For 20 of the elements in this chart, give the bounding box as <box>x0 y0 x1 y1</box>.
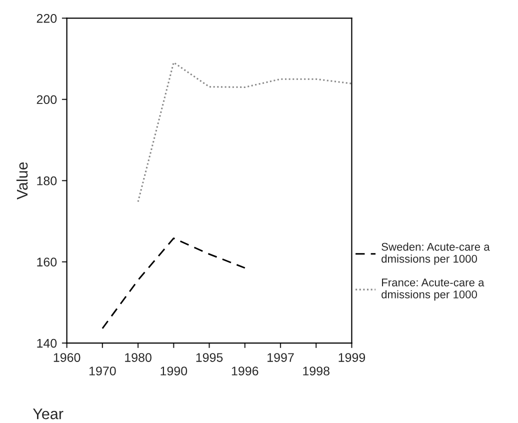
y-tick-label: 160 <box>37 258 57 266</box>
y-tick-label: 200 <box>36 95 57 104</box>
x-tick-label: 1980 <box>125 353 152 362</box>
x-tick-label: 1997 <box>268 353 294 362</box>
x-tick-label: 1996 <box>232 366 258 376</box>
line-series <box>137 62 352 202</box>
y-tick-label: 220 <box>36 14 57 23</box>
x-tick-label: 1990 <box>160 366 188 376</box>
line-series <box>102 238 246 330</box>
x-axis-title: Year <box>32 408 64 420</box>
x-tick-label: 1999 <box>338 353 366 362</box>
x-tick-label: 1960 <box>54 353 80 362</box>
legend-label: France: Acute-care a dmissions per 1000 <box>382 278 484 301</box>
x-tick-label: 1995 <box>196 353 223 362</box>
y-axis-title: Value <box>16 162 28 200</box>
x-tick-label: 1998 <box>303 366 330 376</box>
x-tick-label: 1970 <box>89 366 116 376</box>
y-tick-label: 140 <box>37 338 57 348</box>
y-tick-label: 180 <box>37 176 57 186</box>
legend-label: Sweden: Acute-care a dmissions per 1000 <box>382 242 490 265</box>
